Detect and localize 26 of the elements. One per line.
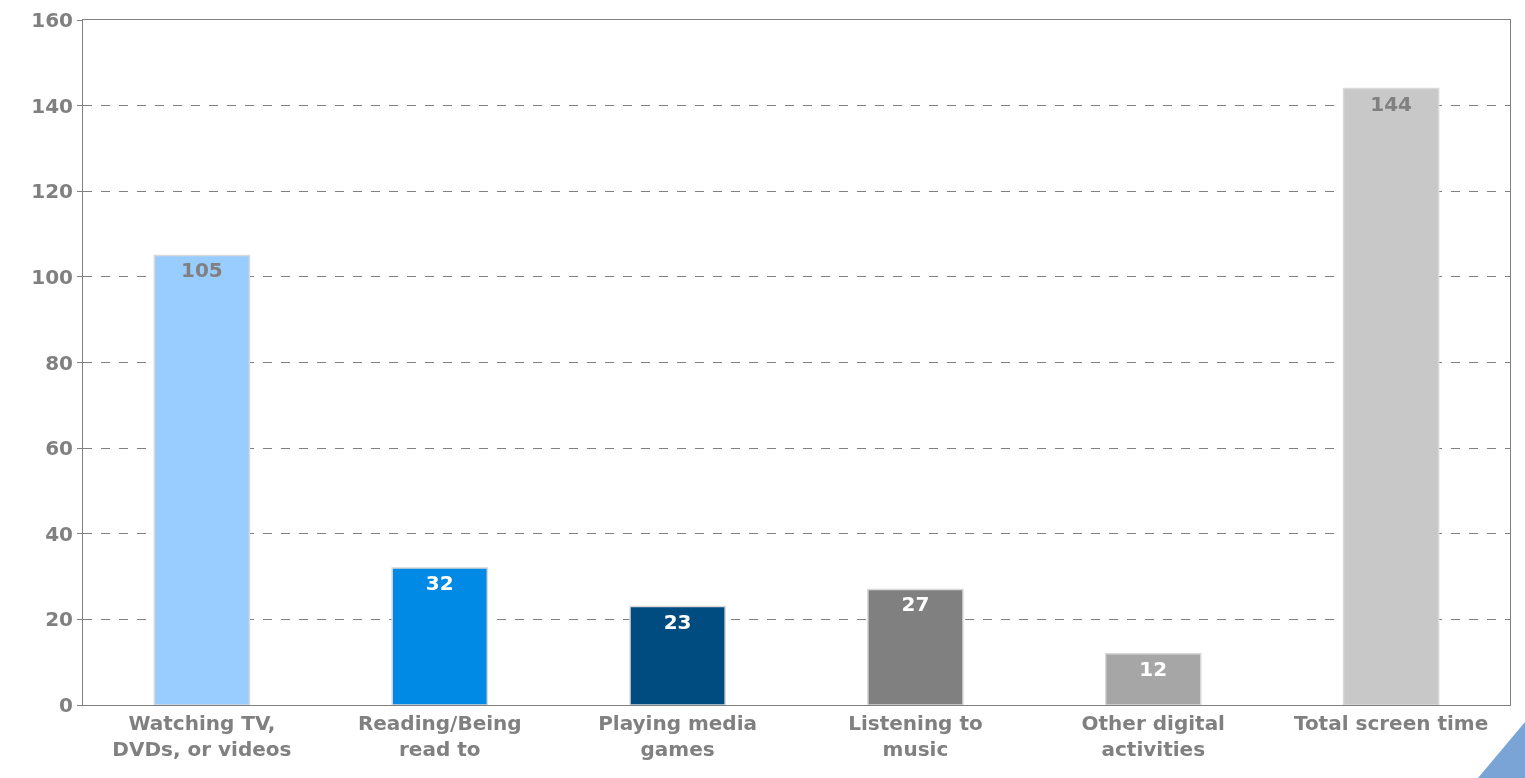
data-label: 105: [181, 258, 223, 283]
data-label: 27: [901, 592, 930, 617]
x-tick-label: Total screen time: [1293, 711, 1489, 735]
data-label: 23: [663, 609, 692, 634]
data-label: 144: [1370, 91, 1412, 116]
x-tick-label: Reading/Being read to: [357, 711, 522, 761]
y-tick-label: 140: [31, 93, 73, 118]
bar: [1342, 87, 1440, 705]
y-tick-label: 120: [31, 179, 73, 204]
bar: [153, 254, 251, 705]
y-tick-label: 80: [45, 350, 73, 375]
x-tick-label: Other digital activities: [1081, 711, 1225, 761]
bar: [1104, 652, 1202, 705]
y-tick-label: 40: [45, 521, 73, 546]
bar: [391, 567, 489, 705]
x-tick-label: Watching TV, DVDs, or videos: [112, 711, 292, 761]
data-label: 32: [425, 571, 454, 595]
y-tick-label: 100: [31, 264, 73, 289]
y-tick-label: 60: [45, 436, 73, 461]
y-tick-label: 160: [31, 8, 73, 32]
y-tick-label: 0: [59, 693, 73, 717]
bar: [629, 605, 726, 705]
y-tick-label: 20: [45, 607, 73, 632]
data-label: 12: [1139, 656, 1168, 681]
x-tick-label: Listening to music: [848, 711, 983, 761]
x-tick-label: Playing media games: [598, 711, 758, 761]
